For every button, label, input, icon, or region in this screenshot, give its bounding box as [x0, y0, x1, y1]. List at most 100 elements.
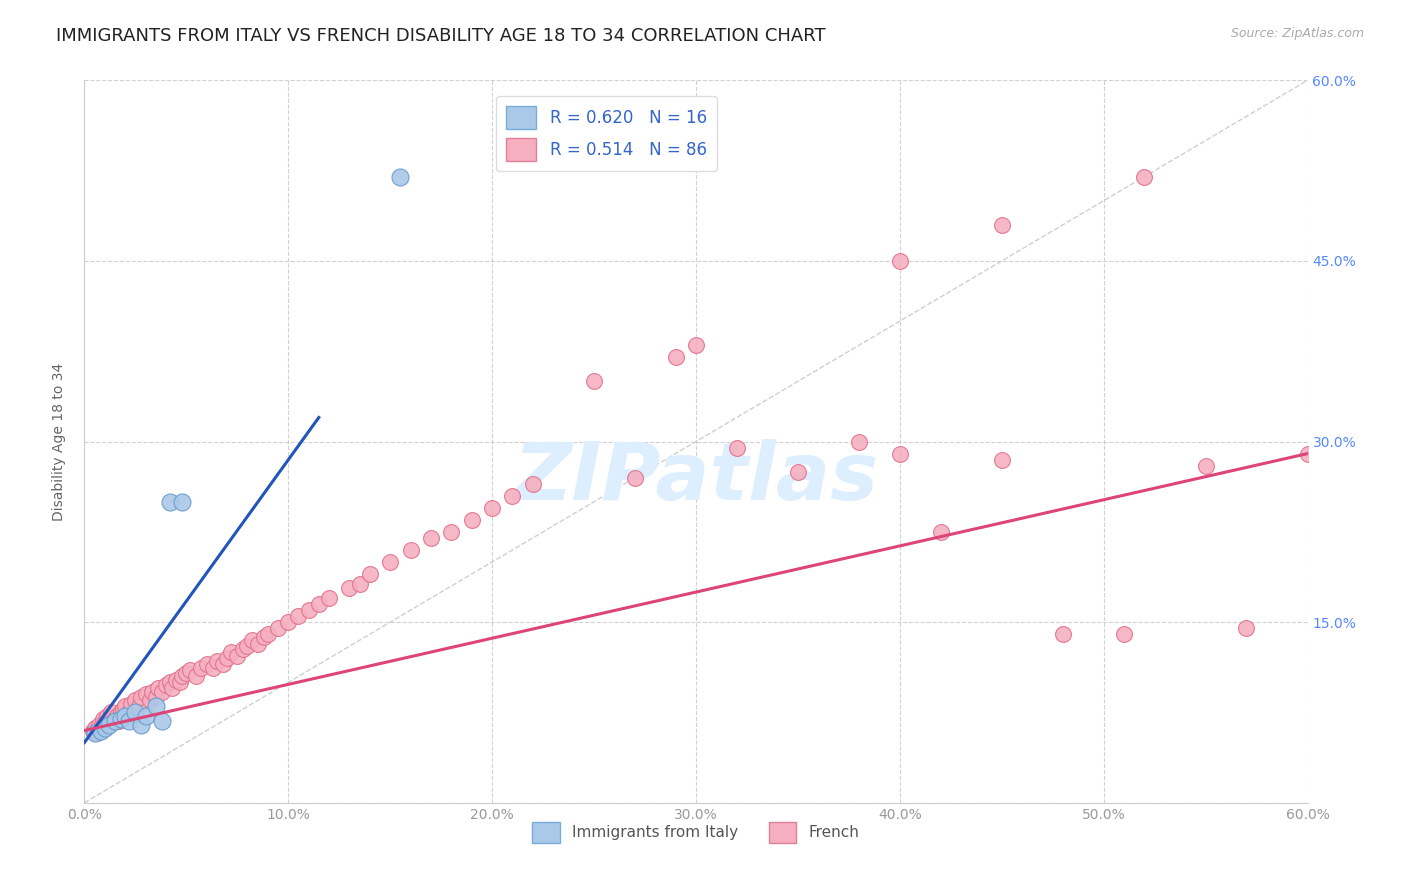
Point — [991, 452, 1014, 467]
Point — [120, 697, 142, 711]
Point — [124, 693, 146, 707]
Point — [246, 637, 269, 651]
Point — [889, 253, 911, 268]
Point — [359, 567, 381, 582]
Y-axis label: Disability Age 18 to 34: Disability Age 18 to 34 — [52, 362, 66, 521]
Point — [96, 709, 118, 723]
Point — [108, 714, 131, 728]
Point — [461, 513, 484, 527]
Point — [522, 476, 544, 491]
Point — [93, 721, 115, 735]
Point — [87, 717, 110, 731]
Point — [100, 706, 122, 720]
Point — [135, 709, 157, 723]
Point — [150, 714, 173, 728]
Point — [1296, 446, 1319, 460]
Point — [298, 603, 321, 617]
Point — [138, 693, 160, 707]
Point — [97, 717, 120, 731]
Point — [339, 582, 361, 596]
Point — [257, 627, 280, 641]
Point — [90, 723, 112, 738]
Point — [583, 374, 606, 388]
Point — [160, 681, 183, 696]
Point — [349, 576, 371, 591]
Point — [889, 446, 911, 460]
Point — [190, 661, 212, 675]
Point — [174, 665, 197, 680]
Point — [93, 714, 115, 728]
Point — [86, 726, 108, 740]
Point — [145, 690, 167, 704]
Point — [124, 706, 146, 720]
Point — [232, 641, 254, 656]
Point — [201, 661, 224, 675]
Point — [420, 531, 443, 545]
Point — [141, 685, 163, 699]
Point — [440, 524, 463, 539]
Point — [195, 657, 218, 672]
Point — [318, 591, 340, 605]
Point — [172, 669, 194, 683]
Point — [159, 675, 181, 690]
Text: IMMIGRANTS FROM ITALY VS FRENCH DISABILITY AGE 18 TO 34 CORRELATION CHART: IMMIGRANTS FROM ITALY VS FRENCH DISABILI… — [56, 27, 825, 45]
Point — [159, 494, 181, 508]
Point — [240, 633, 263, 648]
Text: Source: ZipAtlas.com: Source: ZipAtlas.com — [1230, 27, 1364, 40]
Point — [91, 712, 114, 726]
Point — [90, 720, 112, 734]
Point — [179, 664, 201, 678]
Point — [685, 338, 707, 352]
Point — [1236, 621, 1258, 635]
Point — [114, 699, 136, 714]
Point — [1114, 627, 1136, 641]
Point — [97, 717, 120, 731]
Point — [110, 706, 132, 720]
Point — [150, 685, 173, 699]
Point — [101, 714, 124, 728]
Point — [82, 723, 104, 738]
Point — [277, 615, 299, 630]
Point — [104, 712, 127, 726]
Point — [217, 651, 239, 665]
Point — [112, 702, 135, 716]
Point — [1195, 458, 1218, 473]
Point — [787, 465, 810, 479]
Point — [253, 630, 276, 644]
Point — [83, 726, 105, 740]
Point — [128, 699, 150, 714]
Point — [389, 169, 412, 184]
Point — [145, 699, 167, 714]
Point — [287, 609, 309, 624]
Point — [105, 709, 128, 723]
Point — [212, 657, 235, 672]
Point — [226, 648, 249, 663]
Point — [380, 555, 402, 569]
Point — [481, 500, 503, 515]
Point — [131, 717, 153, 731]
Point — [624, 470, 647, 484]
Point — [848, 434, 870, 449]
Point — [104, 714, 127, 728]
Text: ZIPatlas: ZIPatlas — [513, 439, 879, 516]
Point — [236, 639, 259, 653]
Point — [186, 669, 208, 683]
Point — [205, 654, 228, 668]
Point — [131, 690, 153, 704]
Legend: Immigrants from Italy, French: Immigrants from Italy, French — [526, 815, 866, 849]
Point — [665, 350, 688, 364]
Point — [118, 714, 141, 728]
Point — [165, 673, 187, 687]
Point — [308, 597, 330, 611]
Point — [146, 681, 169, 696]
Point — [991, 218, 1014, 232]
Point — [267, 621, 290, 635]
Point — [1133, 169, 1156, 184]
Point — [725, 441, 748, 455]
Point — [1052, 627, 1074, 641]
Point — [169, 675, 191, 690]
Point — [118, 706, 141, 720]
Point — [929, 524, 952, 539]
Point — [110, 712, 132, 726]
Point — [135, 687, 157, 701]
